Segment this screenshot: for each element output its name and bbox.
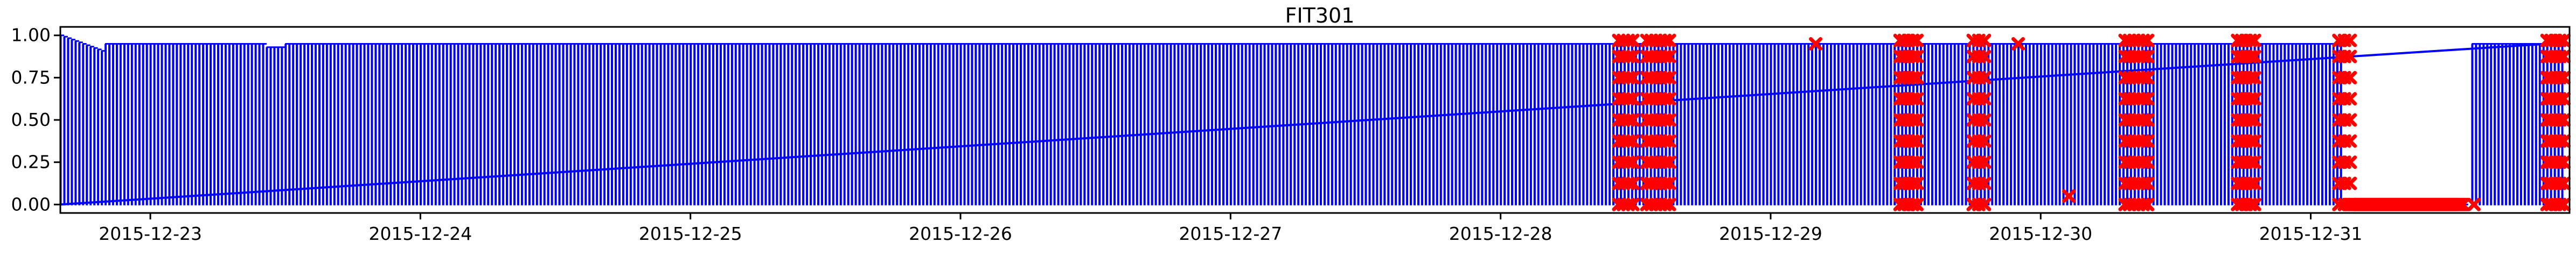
anomaly-point [1910, 92, 1924, 106]
anomaly-point [2141, 33, 2155, 47]
anomaly-markers [1612, 33, 2571, 211]
anomaly-point [2141, 155, 2155, 169]
anomaly-point [1978, 176, 1992, 190]
chart-title: FIT301 [1285, 4, 1355, 27]
anomaly-point [1662, 197, 1676, 211]
anomaly-point [1978, 33, 1992, 47]
anomaly-point [2557, 33, 2571, 47]
anomaly-point [2141, 176, 2155, 190]
anomaly-point [2141, 113, 2155, 127]
anomaly-point [2343, 134, 2357, 148]
y-tick-label: 1.00 [11, 25, 51, 46]
anomaly-point [2141, 49, 2155, 63]
x-tick-label: 2015-12-29 [1719, 223, 1822, 244]
y-tick-label: 0.00 [11, 194, 51, 215]
anomaly-point [1662, 155, 1676, 169]
anomaly-point [2557, 92, 2571, 106]
anomaly-point [1910, 134, 1924, 148]
anomaly-point [1626, 113, 1640, 127]
anomaly-point [2247, 197, 2261, 211]
plot-series [59, 34, 2566, 206]
anomaly-point [1662, 70, 1676, 84]
y-tick-label: 0.25 [11, 152, 51, 173]
y-tick-label: 0.50 [11, 109, 51, 130]
anomaly-point [1662, 92, 1676, 106]
anomaly-point [2247, 92, 2261, 106]
anomaly-point [2456, 197, 2470, 211]
y-tick-label: 0.75 [11, 67, 51, 88]
anomaly-point [2557, 49, 2571, 63]
x-tick-label: 2015-12-28 [1449, 223, 1552, 244]
anomaly-point [2062, 189, 2076, 203]
anomaly-point [1626, 92, 1640, 106]
y-axis: 0.00 0.25 0.50 0.75 1.00 [11, 25, 60, 215]
anomaly-point [1662, 33, 1676, 47]
anomaly-point [1910, 197, 1924, 211]
x-tick-label: 2015-12-27 [1179, 223, 1282, 244]
anomaly-point [2247, 33, 2261, 47]
anomaly-point [1809, 37, 1823, 51]
x-tick-label: 2015-12-31 [2259, 223, 2363, 244]
anomaly-point [1978, 197, 1992, 211]
anomaly-point [2557, 176, 2571, 190]
anomaly-point [1626, 49, 1640, 63]
anomaly-point [2557, 155, 2571, 169]
anomaly-point [1978, 134, 1992, 148]
anomaly-point [1978, 70, 1992, 84]
anomaly-point [2343, 176, 2357, 190]
anomaly-point [1910, 33, 1924, 47]
x-tick-label: 2015-12-26 [909, 223, 1012, 244]
anomaly-point [2343, 33, 2357, 47]
anomaly-point [1978, 155, 1992, 169]
anomaly-point [2343, 155, 2357, 169]
x-tick-label: 2015-12-23 [99, 223, 202, 244]
anomaly-point [2343, 70, 2357, 84]
anomaly-point [1662, 113, 1676, 127]
anomaly-point [1662, 49, 1676, 63]
anomaly-point [1910, 70, 1924, 84]
anomaly-point [2247, 134, 2261, 148]
anomaly-point [1626, 134, 1640, 148]
x-axis: 2015-12-23 2015-12-24 2015-12-25 2015-12-26… [99, 213, 2362, 244]
anomaly-point [1978, 49, 1992, 63]
series-diagonal [60, 42, 2547, 206]
anomaly-point [2141, 70, 2155, 84]
x-tick-label: 2015-12-24 [369, 223, 472, 244]
anomaly-point [1978, 113, 1992, 127]
anomaly-point [1626, 197, 1640, 211]
anomaly-point [2011, 37, 2025, 51]
x-tick-label: 2015-12-30 [1989, 223, 2092, 244]
anomaly-point [1662, 176, 1676, 190]
anomaly-point [2141, 92, 2155, 106]
anomaly-point [1910, 176, 1924, 190]
anomaly-point [2141, 197, 2155, 211]
anomaly-point [1626, 155, 1640, 169]
anomaly-point [2141, 134, 2155, 148]
anomaly-point [1910, 113, 1924, 127]
anomaly-point [2343, 92, 2357, 106]
anomaly-point [2247, 155, 2261, 169]
anomaly-point [2343, 49, 2357, 63]
anomaly-point [1662, 134, 1676, 148]
anomaly-point [2247, 49, 2261, 63]
anomaly-point [2247, 113, 2261, 127]
anomaly-point [1910, 155, 1924, 169]
anomaly-point [2247, 70, 2261, 84]
anomaly-point [2557, 113, 2571, 127]
anomaly-point [1978, 92, 1992, 106]
anomaly-point [2557, 70, 2571, 84]
anomaly-point [1626, 176, 1640, 190]
anomaly-point [2557, 197, 2571, 211]
anomaly-point [2467, 197, 2481, 211]
x-tick-label: 2015-12-25 [639, 223, 742, 244]
anomaly-point [1626, 33, 1640, 47]
anomaly-point [2247, 176, 2261, 190]
anomaly-point [2557, 134, 2571, 148]
anomaly-point [1626, 70, 1640, 84]
anomaly-point [1910, 49, 1924, 63]
anomaly-point [2343, 113, 2357, 127]
